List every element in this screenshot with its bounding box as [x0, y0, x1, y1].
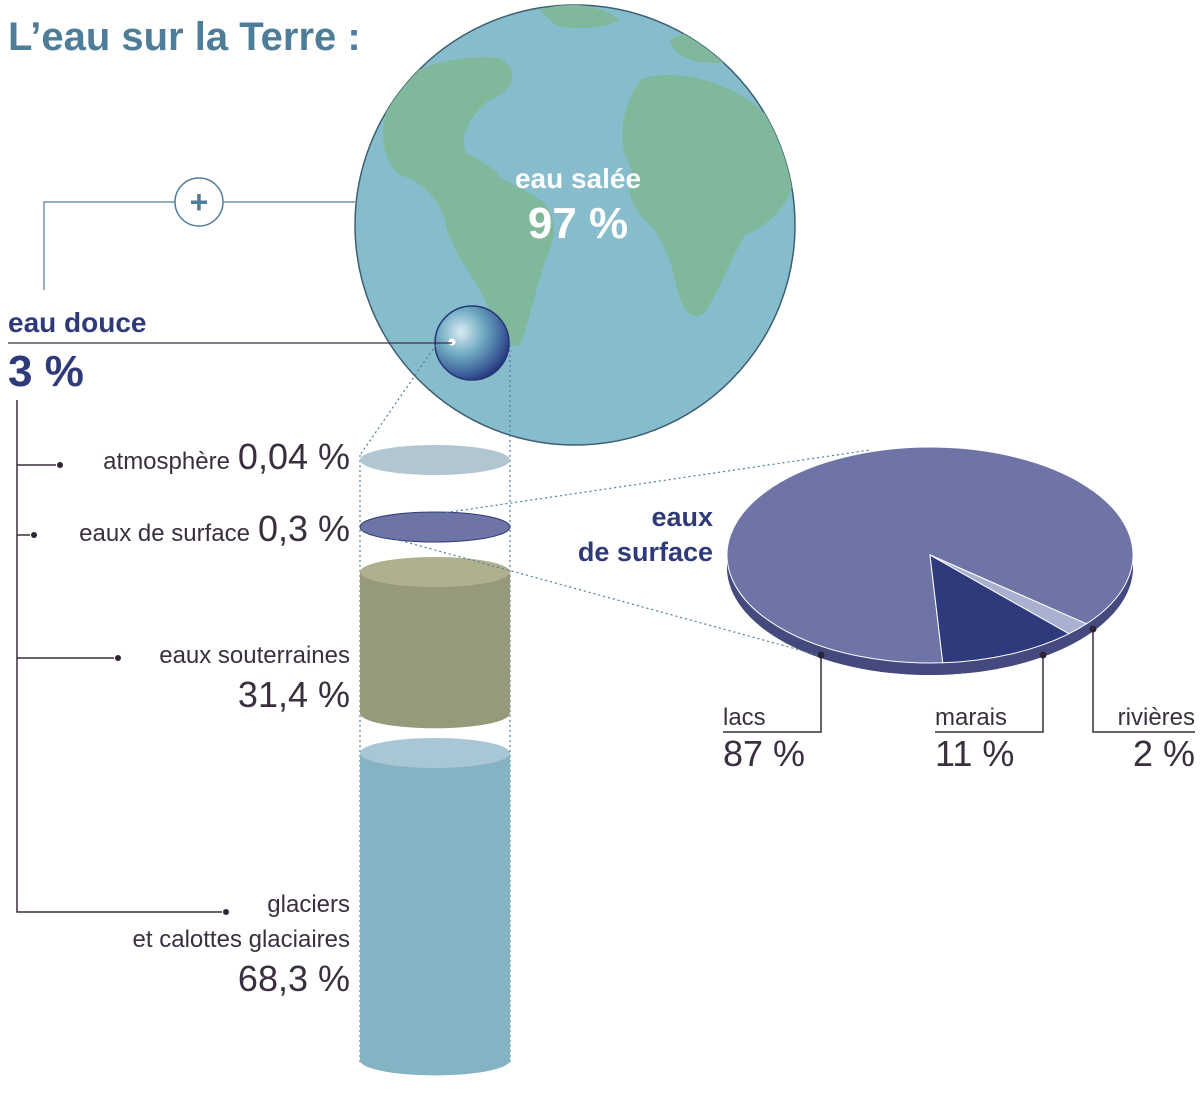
- pie-leader-2: [1092, 629, 1195, 733]
- fresh-water-dot: [448, 338, 456, 346]
- value-label-1: 0,3 %: [258, 508, 350, 549]
- marker-dot-0: [57, 462, 63, 468]
- projection-to-pie-top: [361, 449, 871, 526]
- salt-water-value: 97 %: [528, 199, 628, 248]
- pie-value-lacs: 87 %: [723, 733, 805, 774]
- pie-value-rivières: 2 %: [1133, 733, 1195, 774]
- pie-leader-dot-0: [817, 651, 825, 659]
- pie-label-lacs: lacs: [723, 704, 766, 731]
- category-label-1: eaux de surface: [79, 520, 250, 547]
- globe: eau salée 97 %: [354, 4, 796, 446]
- pie-label-marais: marais: [935, 704, 1007, 731]
- projection-to-pie-bottom: [361, 529, 819, 656]
- category-label-3-0: glaciers: [267, 891, 350, 918]
- marker-dot-2: [115, 655, 121, 661]
- pie-title-line-1: de surface: [578, 537, 713, 567]
- breakdown-bracket: [16, 400, 222, 913]
- fresh-water-breakdown: 0,04 % atmosphère 0,3 % eaux de surface eaux…: [16, 400, 511, 1076]
- value-label-2: 31,4 %: [238, 674, 350, 715]
- value-label-3: 68,3 %: [238, 958, 350, 999]
- cylinder-body-3: [360, 753, 510, 1076]
- pie-slice-marais: [929, 554, 1071, 664]
- cylinder-top-3: [360, 738, 510, 768]
- pie-leader-0: [723, 655, 822, 733]
- cylinder-top-2: [360, 557, 510, 587]
- marker-dot-3: [223, 909, 229, 915]
- category-label-0: atmosphère: [103, 448, 230, 475]
- cylinder-top-1: [359, 511, 511, 543]
- fresh-water-value: 3 %: [8, 347, 84, 396]
- projection-line-left: [359, 344, 437, 456]
- pie-slice-rivières: [929, 554, 1088, 635]
- value-label-0: 0,04 %: [238, 436, 350, 477]
- cylinder-top-0: [360, 445, 510, 475]
- pie-leader-dot-1: [1039, 651, 1047, 659]
- pie-label-rivières: rivières: [1118, 704, 1195, 731]
- cylinder-body-2: [360, 572, 510, 729]
- salt-water-label: eau salée: [515, 163, 641, 194]
- pie-value-marais: 11 %: [935, 733, 1014, 774]
- category-label-2-0: eaux souterraines: [159, 642, 350, 669]
- pie-leader-dot-2: [1089, 625, 1097, 633]
- category-label-3-1: et calottes glaciaires: [133, 926, 350, 953]
- page-title: L’eau sur la Terre :: [8, 15, 361, 59]
- pie-leader-1: [935, 655, 1044, 733]
- pie-title-line-0: eaux: [651, 502, 713, 532]
- fresh-water-label: eau douce: [8, 307, 146, 338]
- connector-line: [43, 201, 175, 290]
- plus-icon: +: [190, 184, 209, 220]
- marker-dot-1: [31, 532, 37, 538]
- plus-circle: [174, 177, 224, 227]
